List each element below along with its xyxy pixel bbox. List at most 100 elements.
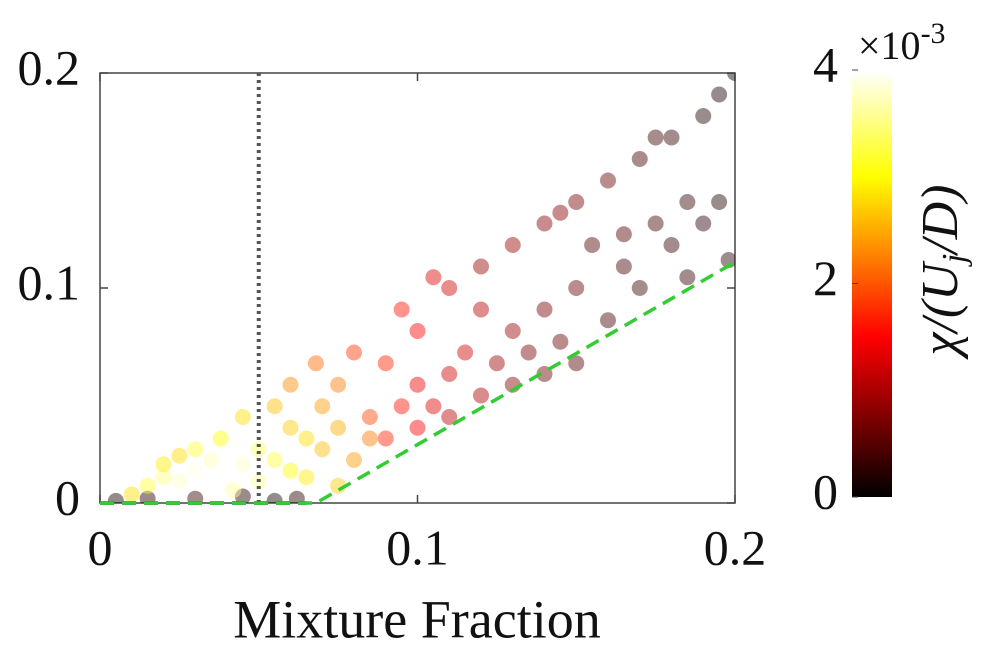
point xyxy=(679,194,696,210)
colorbar-tick-label: 0 xyxy=(813,463,838,519)
x-tick-label: 0.1 xyxy=(386,519,449,575)
point xyxy=(711,86,728,103)
point xyxy=(377,355,394,372)
colorbar-tick-label: 2 xyxy=(813,250,838,306)
point xyxy=(393,301,410,318)
point xyxy=(568,355,585,372)
colorbar-label-end: /D) xyxy=(912,185,969,257)
y-tick-label: 0.2 xyxy=(18,39,81,95)
point xyxy=(473,258,489,275)
point xyxy=(425,398,442,415)
point xyxy=(346,344,362,361)
point xyxy=(282,419,299,436)
point xyxy=(457,344,474,361)
point xyxy=(171,473,188,490)
point xyxy=(187,462,204,479)
point xyxy=(288,490,305,503)
point xyxy=(727,73,735,81)
points xyxy=(107,73,735,503)
point xyxy=(266,452,283,468)
point xyxy=(441,280,458,296)
point xyxy=(234,409,251,425)
point xyxy=(695,215,712,232)
point xyxy=(361,430,378,447)
point xyxy=(377,430,394,447)
point xyxy=(266,398,283,415)
point xyxy=(663,129,680,146)
point xyxy=(663,237,680,253)
reference-line xyxy=(100,260,736,505)
point xyxy=(695,108,712,124)
multiplier-base: ×10 xyxy=(858,23,921,68)
point xyxy=(568,280,585,296)
point xyxy=(314,398,331,415)
point xyxy=(282,462,299,479)
point xyxy=(171,447,188,464)
plot-frame xyxy=(99,72,736,504)
x-tick-label: 0 xyxy=(88,519,113,575)
point xyxy=(425,269,442,286)
point xyxy=(361,409,378,425)
point xyxy=(409,376,426,393)
point xyxy=(679,269,696,286)
point xyxy=(473,301,489,318)
point xyxy=(631,280,648,296)
point xyxy=(552,204,569,221)
point xyxy=(212,430,229,447)
point xyxy=(225,482,242,499)
point xyxy=(584,237,601,253)
x-axis-label: Mixture Fraction xyxy=(233,589,600,649)
colorbar-multiplier: ×10-3 xyxy=(858,17,946,68)
point xyxy=(307,355,324,372)
point xyxy=(139,477,156,494)
point xyxy=(266,492,283,503)
point xyxy=(187,490,204,503)
point xyxy=(282,376,299,393)
point xyxy=(250,441,267,458)
point xyxy=(615,258,632,275)
point xyxy=(298,469,315,486)
point xyxy=(504,323,521,339)
colorbar-tick-label: 4 xyxy=(813,36,838,92)
point xyxy=(520,344,537,361)
y-tick-label: 0 xyxy=(55,469,80,525)
point xyxy=(155,456,172,473)
point xyxy=(234,456,251,473)
point xyxy=(219,469,235,486)
point xyxy=(473,387,489,404)
point xyxy=(441,366,458,382)
point xyxy=(631,151,648,167)
point xyxy=(552,333,569,350)
x-tick-label: 0.2 xyxy=(704,519,767,575)
point xyxy=(330,419,347,436)
point xyxy=(346,452,362,468)
colorbar-label-main: χ/(U xyxy=(912,260,969,361)
point xyxy=(647,215,664,232)
colorbar xyxy=(852,70,892,497)
colorbar-label: χ/(Uj/D) xyxy=(912,185,973,361)
point xyxy=(615,226,632,243)
y-tick-label: 0.1 xyxy=(18,254,81,310)
point xyxy=(536,366,553,382)
point xyxy=(711,194,728,210)
point xyxy=(298,430,315,447)
point xyxy=(536,215,553,232)
point xyxy=(600,312,616,329)
point xyxy=(647,129,664,146)
point xyxy=(393,398,410,415)
point xyxy=(155,469,172,486)
point xyxy=(314,441,331,458)
point xyxy=(234,488,251,503)
point xyxy=(330,376,347,393)
point xyxy=(409,419,426,436)
point xyxy=(107,492,124,503)
point xyxy=(203,452,220,468)
point xyxy=(568,194,585,210)
multiplier-exponent: -3 xyxy=(921,17,946,50)
point xyxy=(187,441,204,458)
point xyxy=(409,323,426,339)
point xyxy=(123,486,140,503)
point xyxy=(504,237,521,253)
